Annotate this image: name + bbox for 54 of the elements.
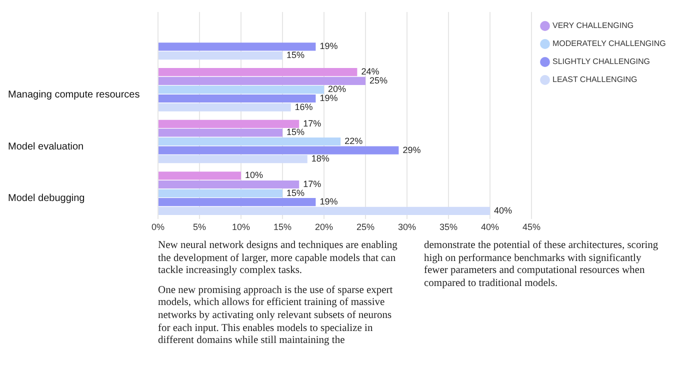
- bar: [158, 180, 300, 189]
- bar: [158, 155, 308, 164]
- data-label: 16%: [294, 102, 313, 112]
- bar: [158, 68, 358, 76]
- text: New neural network designs and techniques are enabling the development of larger, more capable models that can tackle increasingly complex tasks.: [158, 240, 398, 278]
- data-label: 15%: [286, 127, 305, 138]
- bar: [158, 42, 316, 51]
- bar: [158, 137, 341, 146]
- y-tick-label: Managing compute resources: [8, 89, 140, 100]
- y-tick-label: Model debugging: [8, 193, 85, 204]
- data-label: 15%: [286, 188, 305, 198]
- x-tick-label: 0%: [151, 222, 165, 232]
- bar: [158, 172, 241, 180]
- data-label: 25%: [370, 75, 388, 86]
- legend-label: SLIGHTLY CHALLENGING: [552, 57, 650, 66]
- text: demonstrate the potential of these architectures, scoring high on performance benchmarks with significantly fewer parameters and computational resources when compared to traditional models.: [424, 240, 660, 290]
- bar: [158, 94, 316, 103]
- data-label: 17%: [303, 178, 322, 189]
- data-label: 17%: [303, 118, 322, 128]
- data-label: 40%: [494, 205, 512, 216]
- bar: [158, 128, 282, 137]
- data-label: 19%: [320, 196, 338, 207]
- data-label: 10%: [245, 170, 264, 180]
- bar: [158, 146, 399, 154]
- legend-label: LEAST CHALLENGING: [552, 75, 638, 84]
- text: One new promising approach is the use of sparse expert models, which allows for efficient training of massive networks by activating only relevant subsets of neurons for each input. This enables models to specialize in different domains while still maintaining the: [158, 284, 394, 348]
- bar: [158, 198, 316, 206]
- data-label: 24%: [361, 66, 380, 77]
- bar: [158, 51, 282, 60]
- data-label: 18%: [311, 154, 330, 164]
- legend-label: VERY CHALLENGING: [552, 21, 634, 30]
- bar: [158, 189, 282, 198]
- data-label: 19%: [320, 41, 338, 52]
- bar: [158, 206, 490, 215]
- y-tick-label: Model evaluation: [8, 141, 84, 152]
- x-tick-label: 20%: [314, 222, 334, 232]
- bar: [158, 120, 300, 128]
- data-label: 29%: [402, 144, 421, 155]
- bar: [158, 76, 366, 85]
- x-tick-label: 35%: [439, 222, 458, 232]
- data-label: 22%: [344, 136, 363, 146]
- bar: [158, 103, 291, 112]
- legend-label: MODERATELY CHALLENGING: [552, 39, 666, 48]
- data-label: 19%: [320, 92, 338, 103]
- x-tick-label: 40%: [480, 222, 500, 232]
- x-tick-label: 15%: [273, 222, 292, 232]
- data-label: 20%: [328, 84, 346, 94]
- data-label: 15%: [286, 50, 305, 60]
- x-tick-label: 25%: [356, 222, 375, 232]
- bar: [158, 86, 324, 94]
- x-tick-label: 10%: [232, 222, 250, 232]
- x-tick-label: 45%: [522, 222, 541, 232]
- x-tick-label: 30%: [398, 222, 416, 232]
- x-tick-label: 5%: [192, 222, 206, 232]
